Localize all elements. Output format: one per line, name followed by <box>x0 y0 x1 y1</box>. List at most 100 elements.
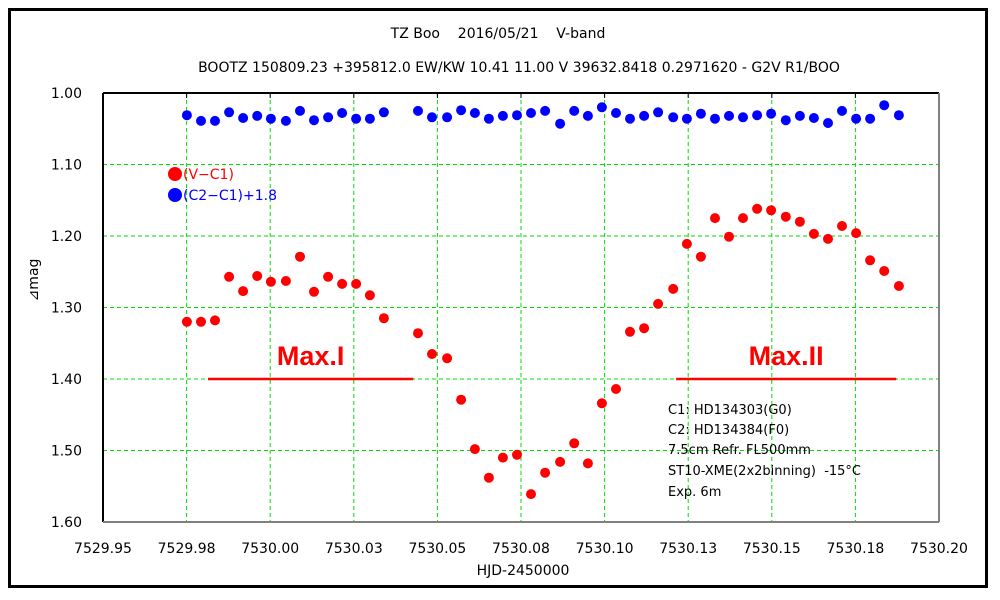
data-point <box>224 107 235 118</box>
data-point <box>695 108 706 119</box>
data-point <box>653 107 664 118</box>
data-point <box>569 105 580 116</box>
data-point <box>738 112 748 123</box>
x-tick-label: 7530.10 <box>576 541 634 557</box>
data-point <box>512 449 522 460</box>
data-point <box>668 283 679 294</box>
data-point <box>337 278 348 289</box>
data-point <box>265 113 276 124</box>
data-point <box>639 323 650 334</box>
data-point <box>823 233 833 244</box>
chart-subtitle: BOOTZ 150809.23 +395812.0 EW/KW 10.41 11… <box>198 60 840 76</box>
data-point <box>238 113 249 123</box>
data-point <box>710 113 720 124</box>
x-tick-label: 7530.08 <box>492 541 550 557</box>
data-point <box>265 276 276 287</box>
data-point <box>893 110 904 121</box>
data-point <box>752 203 763 214</box>
data-point <box>780 211 791 222</box>
y-tick-label: 1.10 <box>51 158 82 174</box>
y-axis-label: ⊿mag <box>26 259 42 302</box>
x-tick-label: 7530.18 <box>826 541 884 557</box>
series <box>181 100 904 500</box>
data-point <box>879 100 890 111</box>
x-axis-ticks: 7529.95 7529.98 7530.00 7530.03 7530.05 7530.… <box>74 92 968 557</box>
data-point <box>469 108 480 118</box>
annotations: Max.I Max.II <box>208 341 897 381</box>
legend-marker-v-c1 <box>168 167 182 181</box>
data-point <box>540 105 551 116</box>
data-point <box>497 452 508 463</box>
y-tick-label: 1.20 <box>51 229 82 245</box>
notes-box: C1: HD134303(G0) C2: HD134384(F0) 7.5cm … <box>668 403 861 500</box>
data-point <box>280 276 291 286</box>
data-point <box>668 112 679 123</box>
data-point <box>323 112 334 123</box>
data-point <box>280 115 291 126</box>
data-point <box>596 102 607 113</box>
data-point <box>364 290 375 301</box>
data-point <box>596 398 607 409</box>
data-point <box>252 271 263 281</box>
x-tick-label: 7530.20 <box>910 541 968 557</box>
data-point <box>893 281 904 291</box>
data-point <box>611 108 621 118</box>
note-line: C2: HD134384(F0) <box>668 423 789 438</box>
x-axis-label: HJD-2450000 <box>477 563 570 579</box>
data-point <box>378 107 389 118</box>
data-point <box>569 438 580 449</box>
note-line: ST10-XME(2x2binning) -15°C <box>668 464 861 479</box>
chart-title: TZ Boo 2016/05/21 V-band <box>390 26 606 42</box>
x-tick-label: 7529.98 <box>158 541 216 557</box>
y-tick-label: 1.60 <box>51 515 82 531</box>
data-point <box>442 112 453 123</box>
y-tick-label: 1.50 <box>51 444 82 460</box>
data-point <box>879 266 890 276</box>
data-point <box>413 328 423 339</box>
data-point <box>794 110 805 121</box>
data-point <box>181 316 192 327</box>
data-point <box>364 113 375 124</box>
data-point <box>526 489 536 500</box>
data-point <box>766 205 777 216</box>
maximum-label: Max.I <box>277 341 345 371</box>
y-tick-label: 1.00 <box>51 86 82 102</box>
maximum-label: Max.II <box>749 341 824 371</box>
data-point <box>483 472 494 483</box>
data-point <box>681 113 692 124</box>
data-point <box>582 458 593 469</box>
legend-marker-c2-c1 <box>168 188 182 202</box>
data-point <box>837 105 847 116</box>
data-point <box>851 113 862 124</box>
data-point <box>413 105 423 116</box>
x-tick-label: 7530.13 <box>659 541 717 557</box>
data-point <box>837 221 847 231</box>
note-line: Exp. 6m <box>668 485 721 500</box>
data-point <box>766 108 777 119</box>
data-point <box>224 271 235 282</box>
data-point <box>808 113 819 123</box>
data-point <box>351 278 362 289</box>
data-point <box>555 456 566 467</box>
y-tick-label: 1.40 <box>51 372 82 388</box>
data-point <box>295 105 305 116</box>
data-point <box>752 110 763 121</box>
data-point <box>196 115 206 126</box>
data-point <box>794 216 805 227</box>
x-tick-label: 7529.95 <box>74 541 132 557</box>
data-point <box>210 315 220 326</box>
data-point <box>865 113 876 124</box>
series-v-c1 <box>181 203 904 500</box>
data-point <box>865 255 876 266</box>
data-point <box>181 110 192 121</box>
note-line: C1: HD134303(G0) <box>668 403 792 418</box>
data-point <box>323 271 334 282</box>
data-point <box>653 298 664 309</box>
legend: (V−C1) (C2−C1)+1.8 <box>168 167 277 204</box>
data-point <box>710 213 720 224</box>
data-point <box>351 113 362 124</box>
data-point <box>555 118 566 129</box>
chart-frame <box>8 8 988 588</box>
data-point <box>483 113 494 124</box>
legend-label-c2-c1: (C2−C1)+1.8 <box>183 188 277 204</box>
